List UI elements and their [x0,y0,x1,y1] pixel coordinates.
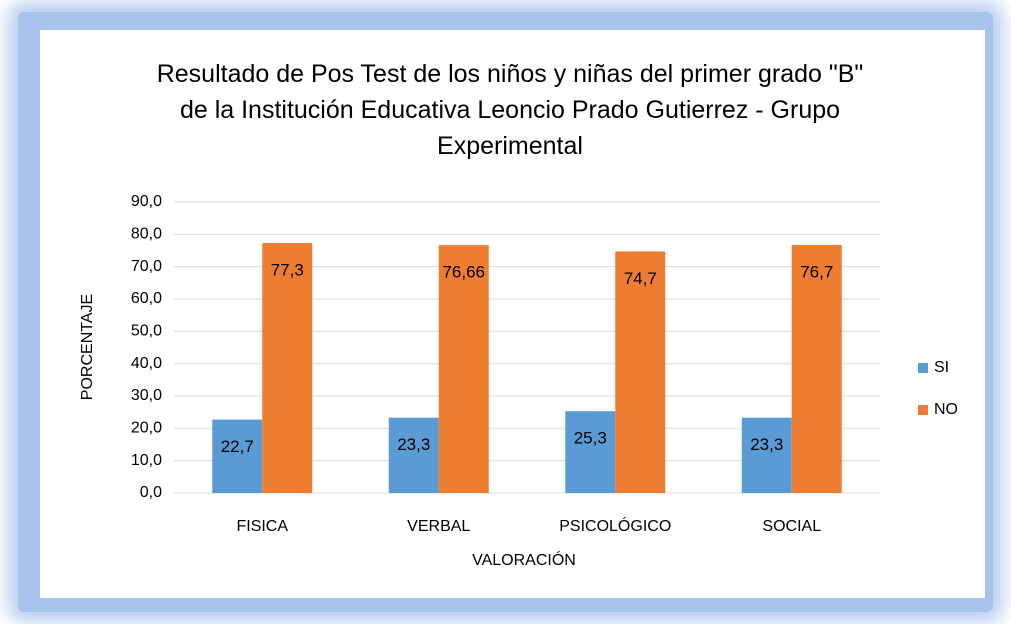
y-tick-label: 10,0 [131,452,162,469]
data-label: 76,66 [442,263,485,282]
bar [791,245,842,493]
y-tick-label: 40,0 [131,355,162,372]
data-label: 77,3 [271,261,304,280]
x-axis-title: VALORACIÓN [472,550,576,569]
x-tick-label: PSICOLÓGICO [559,516,671,535]
y-tick-label: 80,0 [131,226,162,243]
legend-swatch [918,405,928,415]
y-tick-label: 60,0 [131,290,162,307]
data-label: 76,7 [800,262,833,281]
y-tick-label: 20,0 [131,420,162,437]
y-tick-label: 70,0 [131,258,162,275]
y-tick-label: 50,0 [131,323,162,340]
bar [438,245,489,493]
data-label: 22,7 [221,437,254,456]
y-axis-title: PORCENTAJE [79,294,96,400]
bar [388,417,439,493]
x-tick-label: SOCIAL [762,518,821,535]
x-tick-label: VERBAL [407,518,470,535]
legend-label: NO [934,401,958,418]
y-tick-label: 30,0 [131,387,162,404]
bar [565,411,616,493]
legend-label: SI [934,359,949,376]
y-tick-label: 90,0 [131,193,162,210]
data-label: 23,3 [750,435,783,454]
data-label: 23,3 [397,435,430,454]
legend-swatch [918,363,928,373]
data-label: 25,3 [574,429,607,448]
data-label: 74,7 [624,269,657,288]
bar [212,419,263,493]
chart-title: Resultado de Pos Test de los niños y niñ… [156,60,864,160]
bar [262,243,313,493]
y-tick-label: 0,0 [140,484,162,501]
bar [741,417,792,493]
bar [615,251,666,493]
x-tick-label: FISICA [236,518,288,535]
